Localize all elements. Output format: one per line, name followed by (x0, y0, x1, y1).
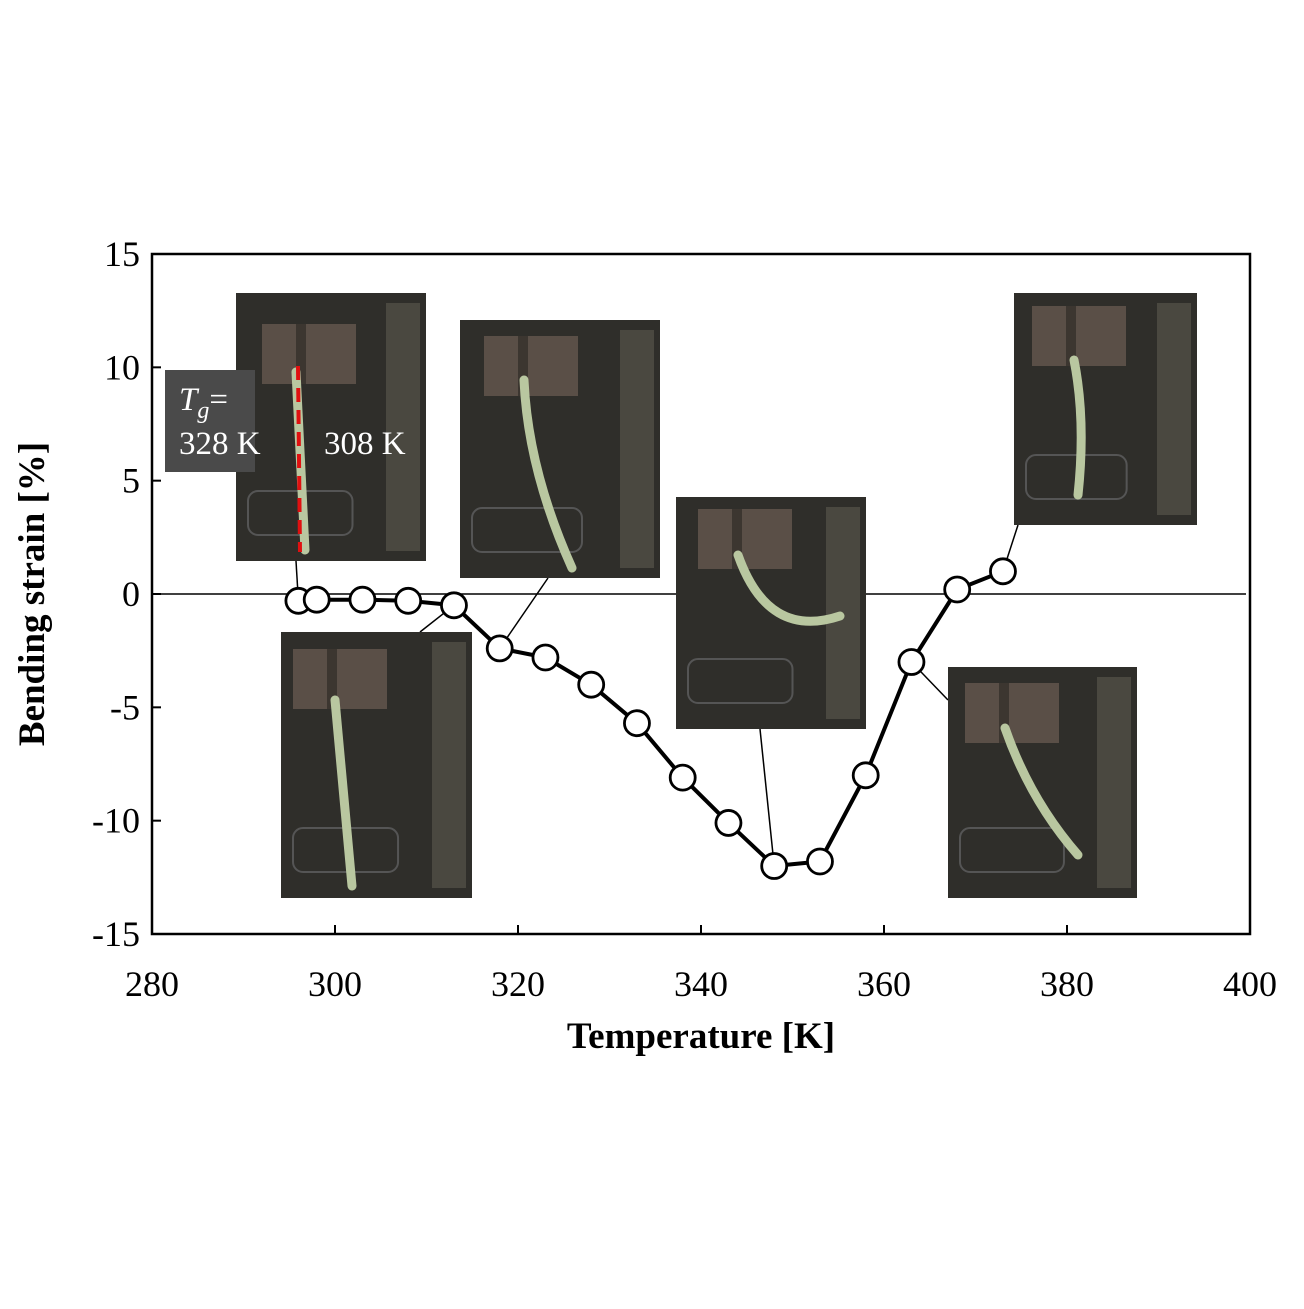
data-point (623, 709, 651, 738)
photo-clamp-gap (1066, 306, 1076, 366)
specimen-strip (519, 375, 577, 573)
specimen-strip (733, 550, 845, 626)
photo-clamp-gap (999, 683, 1009, 743)
photo-clamp-gap (296, 324, 306, 384)
marker-layer (284, 557, 1017, 880)
photo-clamp (698, 509, 792, 569)
photo-side-panel (1157, 303, 1191, 515)
x-tick-label: 300 (308, 964, 362, 1004)
specimen-photo (460, 320, 660, 578)
specimen-photo (281, 632, 472, 898)
data-point (760, 852, 789, 880)
specimen-photo (676, 497, 866, 729)
vertical-reference-line (296, 365, 302, 553)
x-tick-label: 380 (1040, 964, 1094, 1004)
specimen-strip (1000, 723, 1083, 860)
y-tick-label: -5 (110, 687, 140, 727)
photo-clamp-gap (327, 649, 337, 709)
data-point (531, 643, 560, 672)
data-point (851, 761, 880, 790)
tg-symbol: T (179, 382, 200, 418)
data-point (485, 634, 514, 663)
y-tick-label: -10 (92, 801, 140, 841)
y-tick-label: 0 (122, 574, 140, 614)
tick-label-layer: 280 300 320 340 360 380 400 15 10 5 0 -5 -10 -15 (92, 234, 1277, 1004)
photo-connector-line (759, 728, 775, 867)
photo-clamp (262, 324, 356, 384)
y-axis-title: Bending strain [%] (12, 442, 53, 746)
tg-subscript: g (197, 398, 209, 424)
photo-connector-line (499, 577, 549, 649)
x-tick-label: 320 (491, 964, 545, 1004)
specimen-strip (1069, 355, 1086, 500)
photo-inset-layer (236, 293, 1197, 898)
photo-clamp (293, 649, 387, 709)
tg-value-label: 328 K (179, 426, 261, 462)
photo-fixture-outline (471, 507, 583, 553)
data-point (577, 670, 606, 699)
photo-side-panel (620, 330, 654, 568)
photo-clamp-gap (518, 336, 528, 396)
x-tick-label: 360 (857, 964, 911, 1004)
tg-equals: = (209, 382, 228, 418)
photo-fixture-outline (687, 658, 794, 704)
specimen-photo (948, 667, 1137, 898)
data-point (806, 847, 834, 876)
x-tick-label: 280 (125, 964, 179, 1004)
photo-clamp (965, 683, 1059, 743)
photo-clamp (484, 336, 578, 396)
x-axis-title: Temperature [K] (567, 1016, 835, 1057)
y-tick-label: 5 (122, 461, 140, 501)
start-temperature-label: 308 K (324, 426, 406, 462)
data-point (943, 575, 972, 604)
tg-annotation: Tg= 328 K (165, 370, 261, 472)
y-tick-label: 15 (104, 234, 140, 274)
data-point (897, 648, 926, 676)
data-point (302, 585, 331, 614)
data-point (348, 585, 377, 614)
data-point (668, 763, 697, 792)
data-point (714, 809, 743, 837)
specimen-strip (330, 695, 357, 891)
photo-side-panel (432, 642, 466, 888)
data-point (440, 591, 468, 620)
data-point (394, 586, 423, 615)
specimen-photo (236, 293, 426, 561)
data-point (989, 557, 1017, 586)
x-tick-label: 340 (674, 964, 728, 1004)
y-tick-label: -15 (92, 914, 140, 954)
photo-clamp (1032, 306, 1126, 366)
photo-side-panel (386, 303, 420, 551)
y-tick-label: 10 (104, 347, 140, 387)
photo-side-panel (1097, 677, 1131, 888)
tg-label: Tg= (179, 382, 228, 424)
x-tick-label: 400 (1223, 964, 1277, 1004)
photo-clamp-gap (732, 509, 742, 569)
tg-label-box (165, 370, 255, 472)
photo-fixture-outline (959, 827, 1065, 873)
specimen-photo (1014, 293, 1197, 525)
